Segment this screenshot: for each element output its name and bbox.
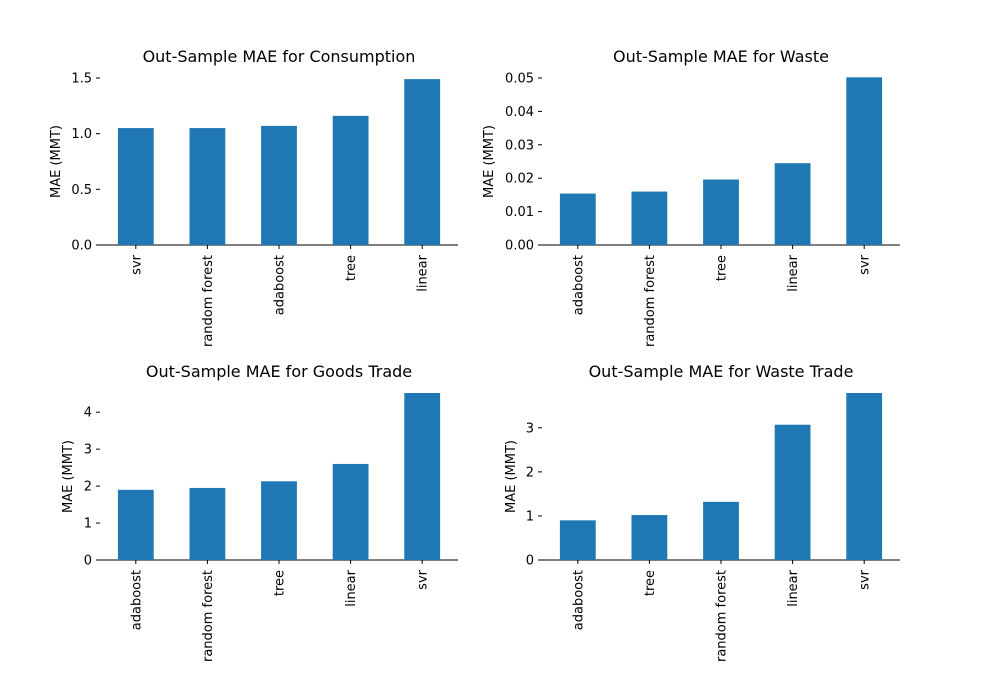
y-axis-label: MAE (MMT) <box>482 125 497 198</box>
chart-title: Out-Sample MAE for Waste <box>613 47 829 66</box>
bar-tree <box>332 115 369 245</box>
bar-linear <box>774 424 811 560</box>
y-tick-label: 2 <box>526 465 534 480</box>
x-tick-label: svr <box>129 254 144 274</box>
bar-tree <box>261 481 297 560</box>
x-tick-label: svr <box>416 569 431 589</box>
bar-random-forest <box>189 487 226 560</box>
y-tick-label: 0.00 <box>505 239 534 254</box>
y-tick-label: 4 <box>84 406 92 421</box>
bar-tree <box>631 515 668 560</box>
x-tick-label: adaboost <box>571 255 586 315</box>
chart-panel-2: Out-Sample MAE for Waste MAE (MMT) 0.00 0.0… <box>482 47 900 347</box>
x-tick-label: linear <box>416 254 431 291</box>
x-tick-label: tree <box>273 570 288 596</box>
y-tick-label: 0.5 <box>71 183 92 198</box>
y-tick-label: 0.01 <box>505 205 534 220</box>
bar-random-forest <box>703 501 739 560</box>
bar-svr <box>117 128 154 245</box>
y-tick-label: 0.04 <box>505 105 534 120</box>
x-tick-label: tree <box>643 570 658 596</box>
y-axis-label: MAE (MMT) <box>49 125 64 198</box>
x-tick-label: svr <box>858 569 873 589</box>
x-tick-label: svr <box>858 254 873 274</box>
bar-svr <box>404 393 441 560</box>
x-tick-label: random forest <box>201 255 216 347</box>
bar-linear <box>404 79 441 245</box>
chart-title: Out-Sample MAE for Consumption <box>143 47 416 66</box>
x-tick-label: tree <box>344 255 359 281</box>
bar-adaboost <box>559 193 596 245</box>
x-tick-label: random forest <box>715 570 730 662</box>
bar-linear <box>774 163 811 245</box>
bar-adaboost <box>117 489 154 560</box>
y-tick-label: 2 <box>84 480 92 495</box>
chart-title: Out-Sample MAE for Waste Trade <box>589 362 854 381</box>
bar-tree <box>703 179 739 245</box>
y-tick-label: 0 <box>84 554 92 569</box>
x-tick-label: linear <box>786 254 801 291</box>
chart-title: Out-Sample MAE for Goods Trade <box>146 362 412 381</box>
chart-panel-1: Out-Sample MAE for Consumption MAE (MMT) 0… <box>49 47 458 347</box>
y-tick-label: 0.05 <box>505 72 534 87</box>
chart-panel-4: Out-Sample MAE for Waste Trade MAE (MMT) 0… <box>504 362 900 662</box>
x-tick-label: tree <box>715 255 730 281</box>
x-tick-label: adaboost <box>273 255 288 315</box>
x-tick-label: random forest <box>643 255 658 347</box>
y-axis-label: MAE (MMT) <box>504 440 519 513</box>
x-tick-label: adaboost <box>571 570 586 630</box>
y-tick-label: 0.0 <box>71 239 92 254</box>
x-tick-label: linear <box>786 569 801 606</box>
x-tick-label: adaboost <box>129 570 144 630</box>
y-tick-label: 1 <box>526 509 534 524</box>
y-tick-label: 1.5 <box>71 72 92 87</box>
x-tick-label: linear <box>344 569 359 606</box>
y-tick-label: 1.0 <box>71 127 92 142</box>
y-tick-label: 0 <box>526 554 534 569</box>
bar-adaboost <box>559 520 596 560</box>
bar-adaboost <box>261 125 297 245</box>
bar-linear <box>332 463 369 560</box>
bar-svr <box>846 393 883 560</box>
x-tick-label: random forest <box>201 570 216 662</box>
y-tick-label: 3 <box>84 443 92 458</box>
y-tick-label: 0.02 <box>505 172 534 187</box>
y-axis-label: MAE (MMT) <box>61 440 76 513</box>
bar-svr <box>846 77 883 245</box>
chart-panel-3: Out-Sample MAE for Goods Trade MAE (MMT) 0… <box>61 362 458 662</box>
y-tick-label: 3 <box>526 421 534 436</box>
y-tick-label: 1 <box>84 517 92 532</box>
bar-random-forest <box>189 128 226 245</box>
y-tick-label: 0.03 <box>505 138 534 153</box>
bar-random-forest <box>631 191 668 245</box>
